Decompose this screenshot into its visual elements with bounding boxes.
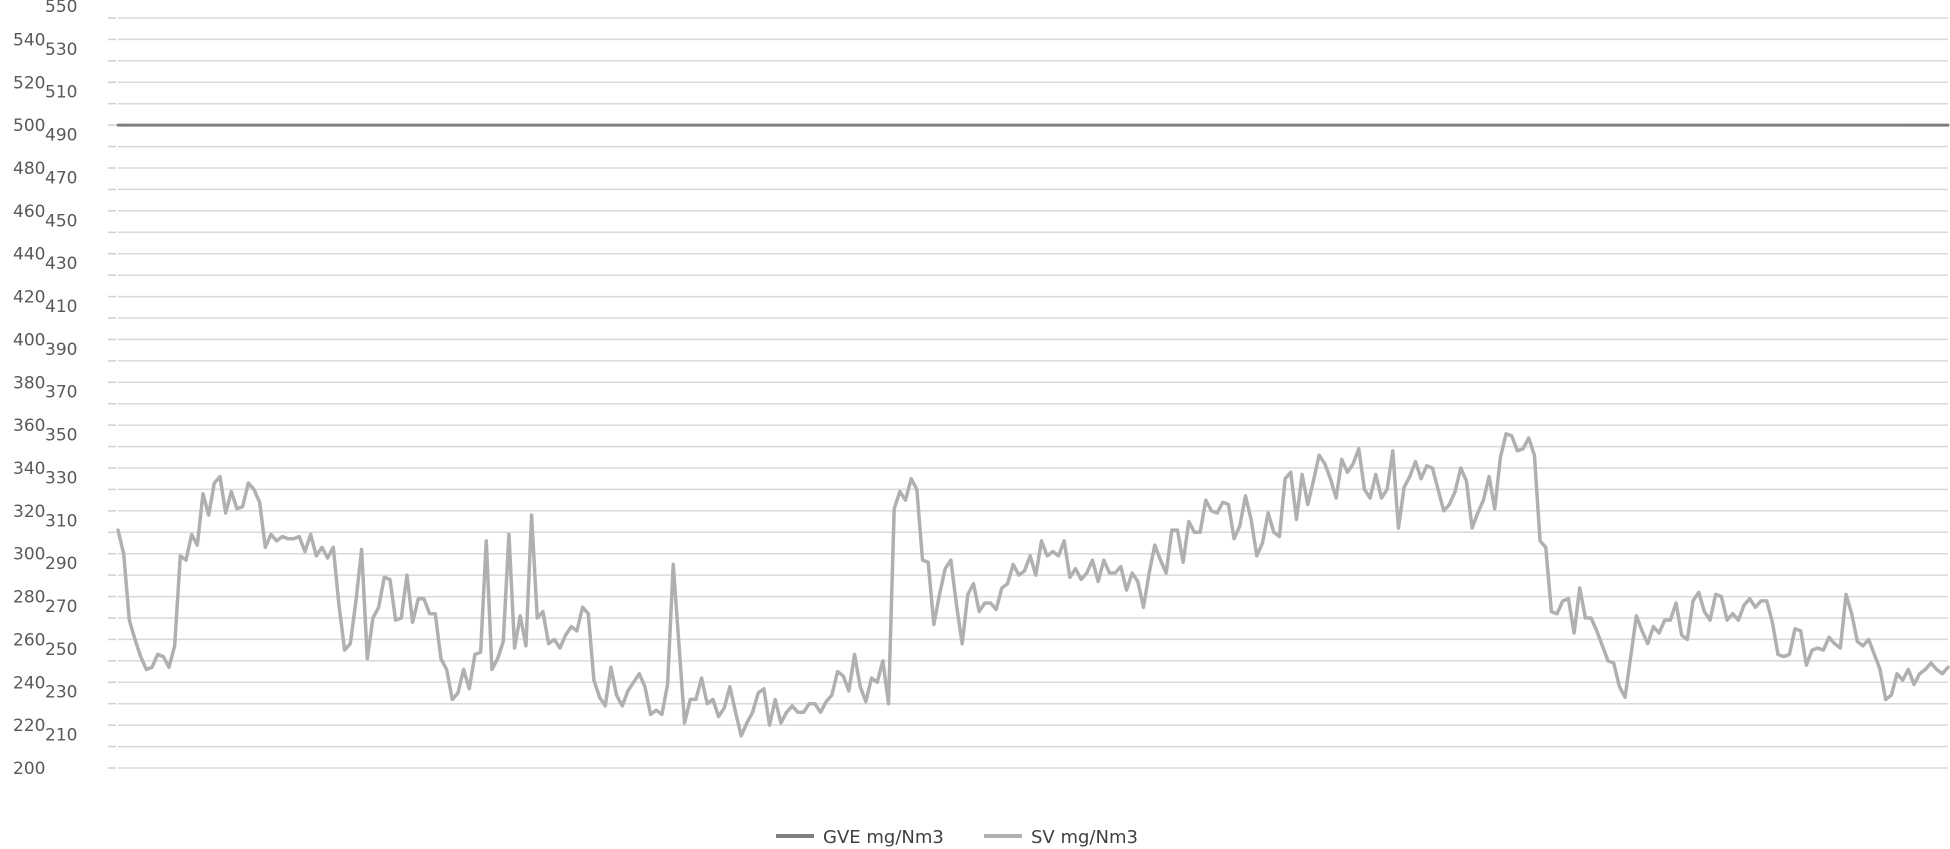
series-lines — [116, 123, 1950, 738]
y-tick-label-410: 410 — [45, 297, 77, 317]
y-tick-label-460: 460 — [13, 202, 45, 222]
legend-label: GVE mg/Nm3 — [823, 827, 944, 848]
legend-entry-sv: SV mg/Nm3 — [984, 827, 1138, 848]
y-tick-label-220: 220 — [13, 716, 45, 736]
series-line-sv — [116, 431, 1950, 738]
y-tick-label-230: 230 — [45, 683, 77, 703]
y-tick-label-280: 280 — [13, 588, 45, 608]
y-tick-label-510: 510 — [45, 83, 77, 103]
y-tick-label-530: 530 — [45, 40, 77, 60]
y-axis-tick-labels: 2002102202302402502602702802903003103203… — [13, 0, 77, 779]
y-tick-label-370: 370 — [45, 383, 77, 403]
y-tick-label-430: 430 — [45, 254, 77, 274]
axis-tick-marks — [108, 17, 116, 769]
y-tick-label-420: 420 — [13, 288, 45, 308]
legend-label: SV mg/Nm3 — [1031, 827, 1138, 848]
y-tick-label-200: 200 — [13, 759, 45, 779]
y-tick-label-440: 440 — [13, 245, 45, 265]
y-tick-label-380: 380 — [13, 373, 45, 393]
y-tick-label-270: 270 — [45, 597, 77, 617]
y-tick-label-450: 450 — [45, 211, 77, 231]
y-tick-label-330: 330 — [45, 468, 77, 488]
y-tick-label-550: 550 — [45, 0, 77, 17]
gridlines — [118, 17, 1948, 769]
y-tick-label-480: 480 — [13, 159, 45, 179]
y-tick-label-540: 540 — [13, 30, 45, 50]
y-tick-label-400: 400 — [13, 330, 45, 350]
y-tick-label-490: 490 — [45, 126, 77, 146]
y-tick-label-260: 260 — [13, 630, 45, 650]
y-tick-label-250: 250 — [45, 640, 77, 660]
y-tick-label-340: 340 — [13, 459, 45, 479]
y-tick-label-310: 310 — [45, 511, 77, 531]
legend: GVE mg/Nm3 SV mg/Nm3 — [776, 827, 1138, 848]
y-tick-label-360: 360 — [13, 416, 45, 436]
y-tick-label-390: 390 — [45, 340, 77, 360]
y-tick-label-210: 210 — [45, 726, 77, 746]
y-tick-label-290: 290 — [45, 554, 77, 574]
y-tick-label-320: 320 — [13, 502, 45, 522]
legend-entry-gve: GVE mg/Nm3 — [776, 827, 944, 848]
y-tick-label-350: 350 — [45, 426, 77, 446]
y-tick-label-300: 300 — [13, 545, 45, 565]
y-tick-label-470: 470 — [45, 168, 77, 188]
y-tick-label-520: 520 — [13, 73, 45, 93]
y-tick-label-500: 500 — [13, 116, 45, 136]
y-tick-label-240: 240 — [13, 673, 45, 693]
